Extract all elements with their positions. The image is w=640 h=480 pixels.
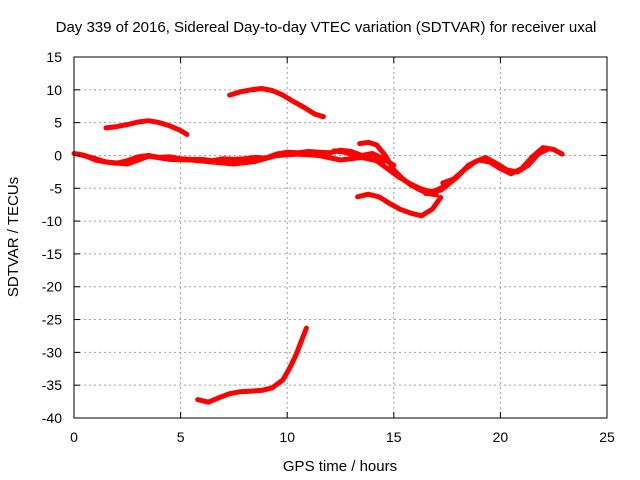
y-tick-label: 10	[46, 82, 62, 98]
y-tick-label: 5	[54, 115, 62, 131]
x-tick-label: 25	[599, 429, 615, 445]
series-arc-4	[227, 86, 326, 120]
y-tick-label: -5	[50, 180, 63, 196]
y-axis-title: SDTVAR / TECUs	[5, 177, 22, 297]
grid-lines	[74, 57, 607, 418]
y-tick-label: -30	[42, 344, 62, 360]
series-arc-5	[195, 325, 309, 405]
y-tick-label: 0	[54, 147, 62, 163]
y-tick-label: -10	[42, 213, 62, 229]
x-axis-title: GPS time / hours	[283, 458, 397, 475]
series-arc-3	[103, 118, 190, 137]
series-arc-2	[75, 151, 386, 167]
series-arc-10	[440, 147, 550, 186]
x-tick-label: 10	[279, 429, 295, 445]
y-tick-label: 15	[46, 49, 62, 65]
data-series	[71, 86, 565, 405]
y-tick-label: -15	[42, 246, 62, 262]
y-tick-label: -25	[42, 312, 62, 328]
x-tick-label: 15	[386, 429, 402, 445]
series-arc-8	[357, 139, 439, 198]
plot-frame	[73, 56, 608, 419]
chart-title: Day 339 of 2016, Sidereal Day-to-day VTE…	[56, 19, 597, 36]
x-tick-label: 5	[177, 429, 185, 445]
x-tick-label: 0	[70, 429, 78, 445]
series-arc-6	[355, 191, 444, 219]
y-tick-label: -40	[42, 410, 62, 426]
axis-ticks: 0 5 10 15 20 25 15 10 5 0 -5 -10 -15 -20 -25 -30 -35 -40	[42, 49, 615, 445]
y-tick-label: -35	[42, 377, 62, 393]
y-tick-label: -20	[42, 279, 62, 295]
x-tick-label: 20	[493, 429, 509, 445]
